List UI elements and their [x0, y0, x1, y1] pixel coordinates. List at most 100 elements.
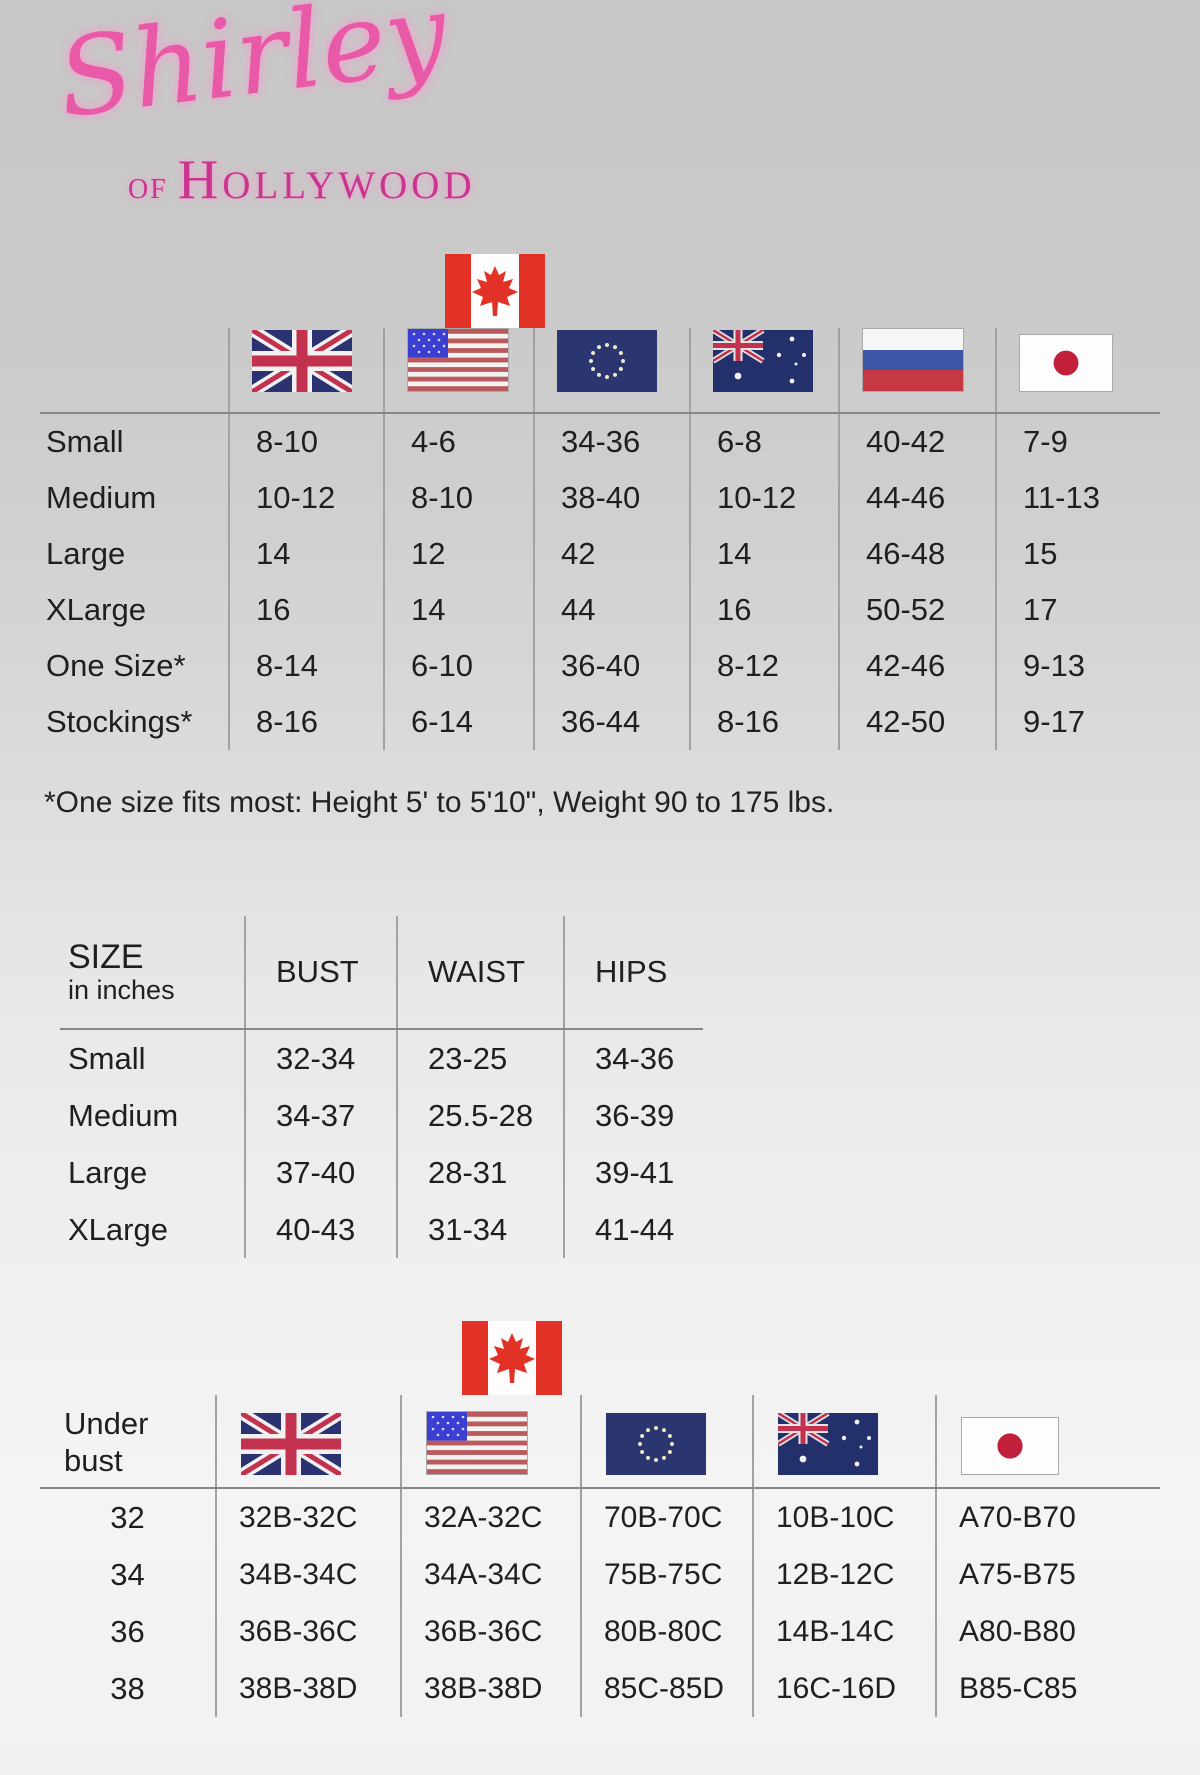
eu-flag-icon — [557, 330, 657, 392]
measure-row-label: Large — [68, 1155, 148, 1190]
bra-size-cell: A75-B75 — [935, 1546, 1160, 1603]
size-value-cell: 38-40 — [533, 470, 689, 526]
eu-flag-icon — [606, 1413, 706, 1475]
size-value-cell: 7-9 — [995, 414, 1160, 470]
bra-size-cell: 38B-38D — [400, 1660, 580, 1717]
australia-flag-cell — [689, 328, 838, 412]
bra-size-cell: 36B-36C — [215, 1603, 400, 1660]
us-flag-icon — [407, 328, 509, 392]
hips-column-header: HIPS — [563, 916, 703, 1028]
size-value-cell: 14 — [228, 526, 383, 582]
size-value-cell: 15 — [995, 526, 1160, 582]
table1-header-rule — [40, 412, 1160, 414]
bra-size-cell: 38B-38D — [215, 1660, 400, 1717]
size-title: SIZE — [68, 938, 144, 976]
size-value-cell: 42-46 — [838, 638, 995, 694]
size-value-cell: 44 — [533, 582, 689, 638]
bra-size-cell: 85C-85D — [580, 1660, 752, 1717]
brand-wordmark: of Hollywood — [128, 148, 476, 212]
size-value-cell: 16 — [689, 582, 838, 638]
size-value-cell: 8-16 — [689, 694, 838, 750]
bra-size-cell: 32B-32C — [215, 1489, 400, 1546]
bra-size-cell: 75B-75C — [580, 1546, 752, 1603]
measure-value-cell: 39-41 — [563, 1144, 703, 1201]
japan-flag-icon — [1019, 334, 1113, 392]
bra-size-cell: A80-B80 — [935, 1603, 1160, 1660]
uk-flag-icon — [252, 330, 352, 392]
us-flag-cell — [400, 1395, 580, 1487]
size-value-cell: 10-12 — [689, 470, 838, 526]
size-value-cell: 36-44 — [533, 694, 689, 750]
us-flag-icon — [426, 1411, 528, 1475]
measurements-header-label: SIZE in inches — [60, 916, 244, 1028]
measure-value-cell: 23-25 — [396, 1030, 563, 1087]
underbust-row-label: 32 — [110, 1500, 145, 1535]
canada-flag-icon — [462, 1321, 562, 1395]
brand-name-label: Hollywood — [177, 149, 476, 211]
in-inches-subtitle: in inches — [68, 975, 175, 1005]
bra-size-cell: 34A-34C — [400, 1546, 580, 1603]
bra-size-cell: 80B-80C — [580, 1603, 752, 1660]
underbust-row-label: 38 — [110, 1671, 145, 1706]
size-value-cell: 42-50 — [838, 694, 995, 750]
under-bust-line2: bust — [64, 1443, 123, 1478]
underbust-row-label: 34 — [110, 1557, 145, 1592]
measure-value-cell: 28-31 — [396, 1144, 563, 1201]
bra-size-cell: 12B-12C — [752, 1546, 935, 1603]
size-row-label: One Size* — [46, 648, 186, 683]
japan-flag-cell — [935, 1395, 1160, 1487]
canada-flag-row — [40, 250, 1160, 328]
under-bust-line1: Under — [64, 1406, 149, 1441]
table3-header-rule — [40, 1487, 1160, 1489]
bra-size-cell: 34B-34C — [215, 1546, 400, 1603]
underbust-row-label: 36 — [110, 1614, 145, 1649]
japan-flag-cell — [995, 328, 1160, 412]
size-value-cell: 34-36 — [533, 414, 689, 470]
bra-size-cell: 10B-10C — [752, 1489, 935, 1546]
size-value-cell: 17 — [995, 582, 1160, 638]
size-value-cell: 6-8 — [689, 414, 838, 470]
canada-flag-icon — [445, 254, 545, 328]
waist-column-header: WAIST — [396, 916, 563, 1028]
uk-flag-cell — [228, 328, 383, 412]
size-value-cell: 46-48 — [838, 526, 995, 582]
size-row-label: Stockings* — [46, 704, 193, 739]
size-value-cell: 6-10 — [383, 638, 533, 694]
uk-flag-icon — [241, 1413, 341, 1475]
size-value-cell: 10-12 — [228, 470, 383, 526]
size-value-cell: 36-40 — [533, 638, 689, 694]
under-bust-header: Under bust — [40, 1395, 215, 1487]
size-value-cell: 50-52 — [838, 582, 995, 638]
size-value-cell: 14 — [689, 526, 838, 582]
size-row-label: Small — [46, 424, 124, 459]
measure-value-cell: 34-36 — [563, 1030, 703, 1087]
measure-value-cell: 40-43 — [244, 1201, 396, 1258]
size-value-cell: 4-6 — [383, 414, 533, 470]
bra-size-cell: B85-C85 — [935, 1660, 1160, 1717]
eu-flag-cell — [580, 1395, 752, 1487]
brand-logo: Shirley of Hollywood — [0, 0, 1200, 250]
size-value-cell: 9-17 — [995, 694, 1160, 750]
size-value-cell: 12 — [383, 526, 533, 582]
size-value-cell: 8-12 — [689, 638, 838, 694]
size-value-cell: 16 — [228, 582, 383, 638]
size-value-cell: 8-10 — [228, 414, 383, 470]
size-value-cell: 14 — [383, 582, 533, 638]
bra-size-cell: 32A-32C — [400, 1489, 580, 1546]
measure-row-label: Medium — [68, 1098, 179, 1133]
size-value-cell: 8-16 — [228, 694, 383, 750]
size-value-cell: 8-14 — [228, 638, 383, 694]
size-row-label: Medium — [46, 480, 157, 515]
size-value-cell: 40-42 — [838, 414, 995, 470]
brand-of-label: of — [128, 162, 168, 207]
brand-script-text: Shirley — [51, 0, 454, 143]
bra-size-cell: 70B-70C — [580, 1489, 752, 1546]
measurements-table: SIZE in inches BUST WAIST HIPS Small 32-… — [60, 916, 703, 1258]
bra-size-table: Under bust 32 32B-32C 32A-32C 70B-70C 10… — [40, 1315, 1160, 1717]
us-flag-cell — [383, 328, 533, 412]
measure-value-cell: 32-34 — [244, 1030, 396, 1087]
measure-value-cell: 36-39 — [563, 1087, 703, 1144]
one-size-note: *One size fits most: Height 5' to 5'10",… — [44, 786, 835, 819]
measure-value-cell: 25.5-28 — [396, 1087, 563, 1144]
